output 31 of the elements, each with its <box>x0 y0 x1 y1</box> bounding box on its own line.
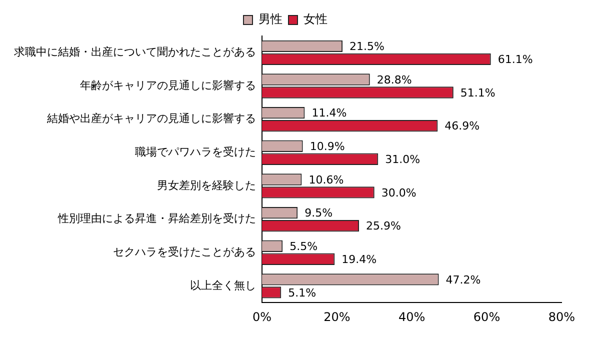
legend-label: 女性 <box>304 12 328 26</box>
data-label: 28.8% <box>376 73 412 86</box>
data-label: 10.9% <box>310 140 345 153</box>
data-label: 10.6% <box>308 173 344 186</box>
data-label: 47.2% <box>446 273 481 286</box>
x-tick-label: 40% <box>398 310 426 324</box>
data-label: 11.4% <box>312 106 347 120</box>
data-label: 19.4% <box>342 252 377 266</box>
legend-label: 男性 <box>258 12 282 26</box>
data-label: 21.5% <box>350 40 384 54</box>
y-tick-label: セクハラを受けたことがある <box>113 245 256 258</box>
data-label: 31.0% <box>385 152 420 166</box>
y-tick-label: 男女差別を経験した <box>157 178 256 192</box>
y-tick-label: 以上全く無し <box>190 278 256 292</box>
x-tick-label: 60% <box>473 310 500 324</box>
y-tick-label: 年齢がキャリアの見通しに影響する <box>80 78 256 92</box>
data-label: 51.1% <box>460 86 496 100</box>
data-label: 46.9% <box>444 120 480 133</box>
y-tick-label: 求職中に結婚・出産について聞かれたことがある <box>14 46 256 59</box>
data-label: 25.9% <box>366 220 401 233</box>
data-label: 61.1% <box>498 53 533 66</box>
y-tick-label: 結婚や出産がキャリアの見通しに影響する <box>46 112 256 126</box>
data-label: 5.1% <box>288 286 316 300</box>
x-tick-label: 80% <box>548 310 575 324</box>
data-label: 30.0% <box>381 186 416 200</box>
y-tick-label: 職場でパワハラを受けた <box>135 145 256 158</box>
data-label: 9.5% <box>304 206 333 220</box>
x-tick-label: 20% <box>324 310 350 324</box>
x-tick-label: 0% <box>252 310 272 324</box>
data-label: 5.5% <box>290 240 318 253</box>
y-tick-label: 性別理由による昇進・昇給差別を受けた <box>57 212 256 226</box>
